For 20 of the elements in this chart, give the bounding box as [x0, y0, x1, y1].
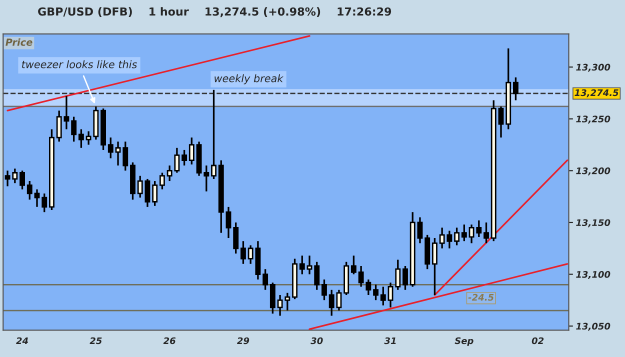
annotation: weekly break [214, 74, 284, 84]
y-tick-label: 13,100 [576, 271, 610, 279]
x-tick-label: 24 [16, 337, 28, 344]
x-tick-label: Sep [454, 337, 474, 346]
y-tick-label: 13,050 [576, 322, 610, 331]
ref-line-label: 13,274.5 [574, 89, 618, 98]
x-tick-label: 29 [237, 337, 250, 344]
y-tick-label: 13,200 [576, 167, 610, 176]
x-tick-label: 02 [532, 337, 544, 344]
annotation: tweezer looks like this [22, 60, 137, 68]
x-tick-label: 25 [90, 337, 102, 344]
annotation: Price [6, 38, 32, 46]
x-tick-label: 26 [163, 337, 176, 344]
chart-title: GBP/USD (DFB) 1 hour 13,274.5 (+0.98%) 17:26:29 [38, 7, 392, 18]
annotation: -24.5 [468, 294, 494, 301]
x-tick-label: 31 [384, 337, 396, 344]
y-tick-label: 13,300 [576, 64, 610, 72]
x-tick-label: 30 [310, 337, 323, 344]
y-tick-label: 13,150 [576, 219, 610, 228]
y-tick-label: 13,250 [576, 116, 610, 124]
